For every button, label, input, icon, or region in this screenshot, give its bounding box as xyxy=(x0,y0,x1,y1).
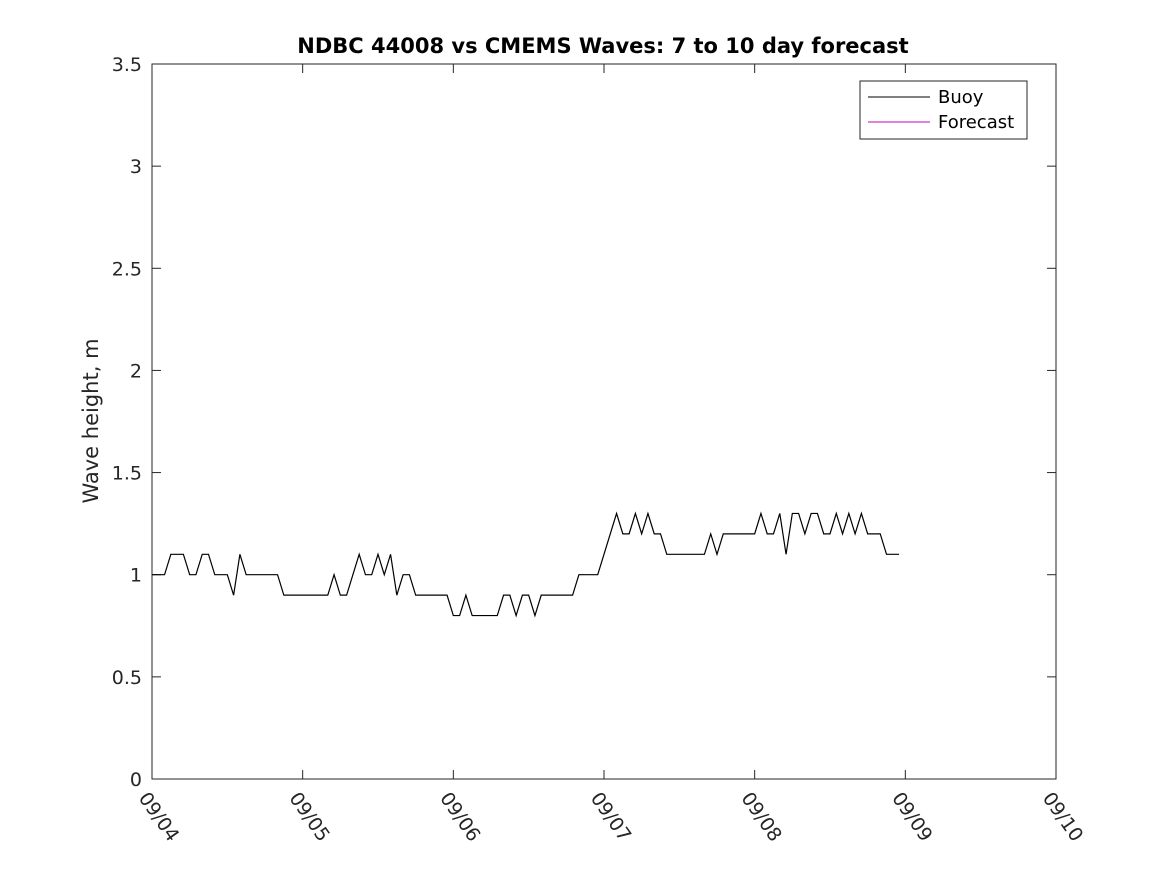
y-tick-label: 2.5 xyxy=(112,258,142,280)
legend-box xyxy=(859,80,1028,140)
y-tick-label: 2 xyxy=(130,360,142,382)
series-line-buoy xyxy=(152,511,900,618)
y-tick-label: 0 xyxy=(130,769,142,791)
y-tick-label: 3.5 xyxy=(112,54,142,76)
legend: Buoy Forecast xyxy=(859,80,1028,140)
chart-title: NDBC 44008 vs CMEMS Waves: 7 to 10 day f… xyxy=(297,34,908,58)
y-axis-label: Wave height, m xyxy=(79,338,103,503)
y-tick-label: 1 xyxy=(130,565,142,587)
y-tick-label: 1.5 xyxy=(112,463,142,485)
y-tick-label: 3 xyxy=(130,156,142,178)
y-tick-label: 0.5 xyxy=(112,667,142,689)
legend-label-buoy: Buoy xyxy=(938,87,984,108)
legend-label-forecast: Forecast xyxy=(938,112,1014,133)
